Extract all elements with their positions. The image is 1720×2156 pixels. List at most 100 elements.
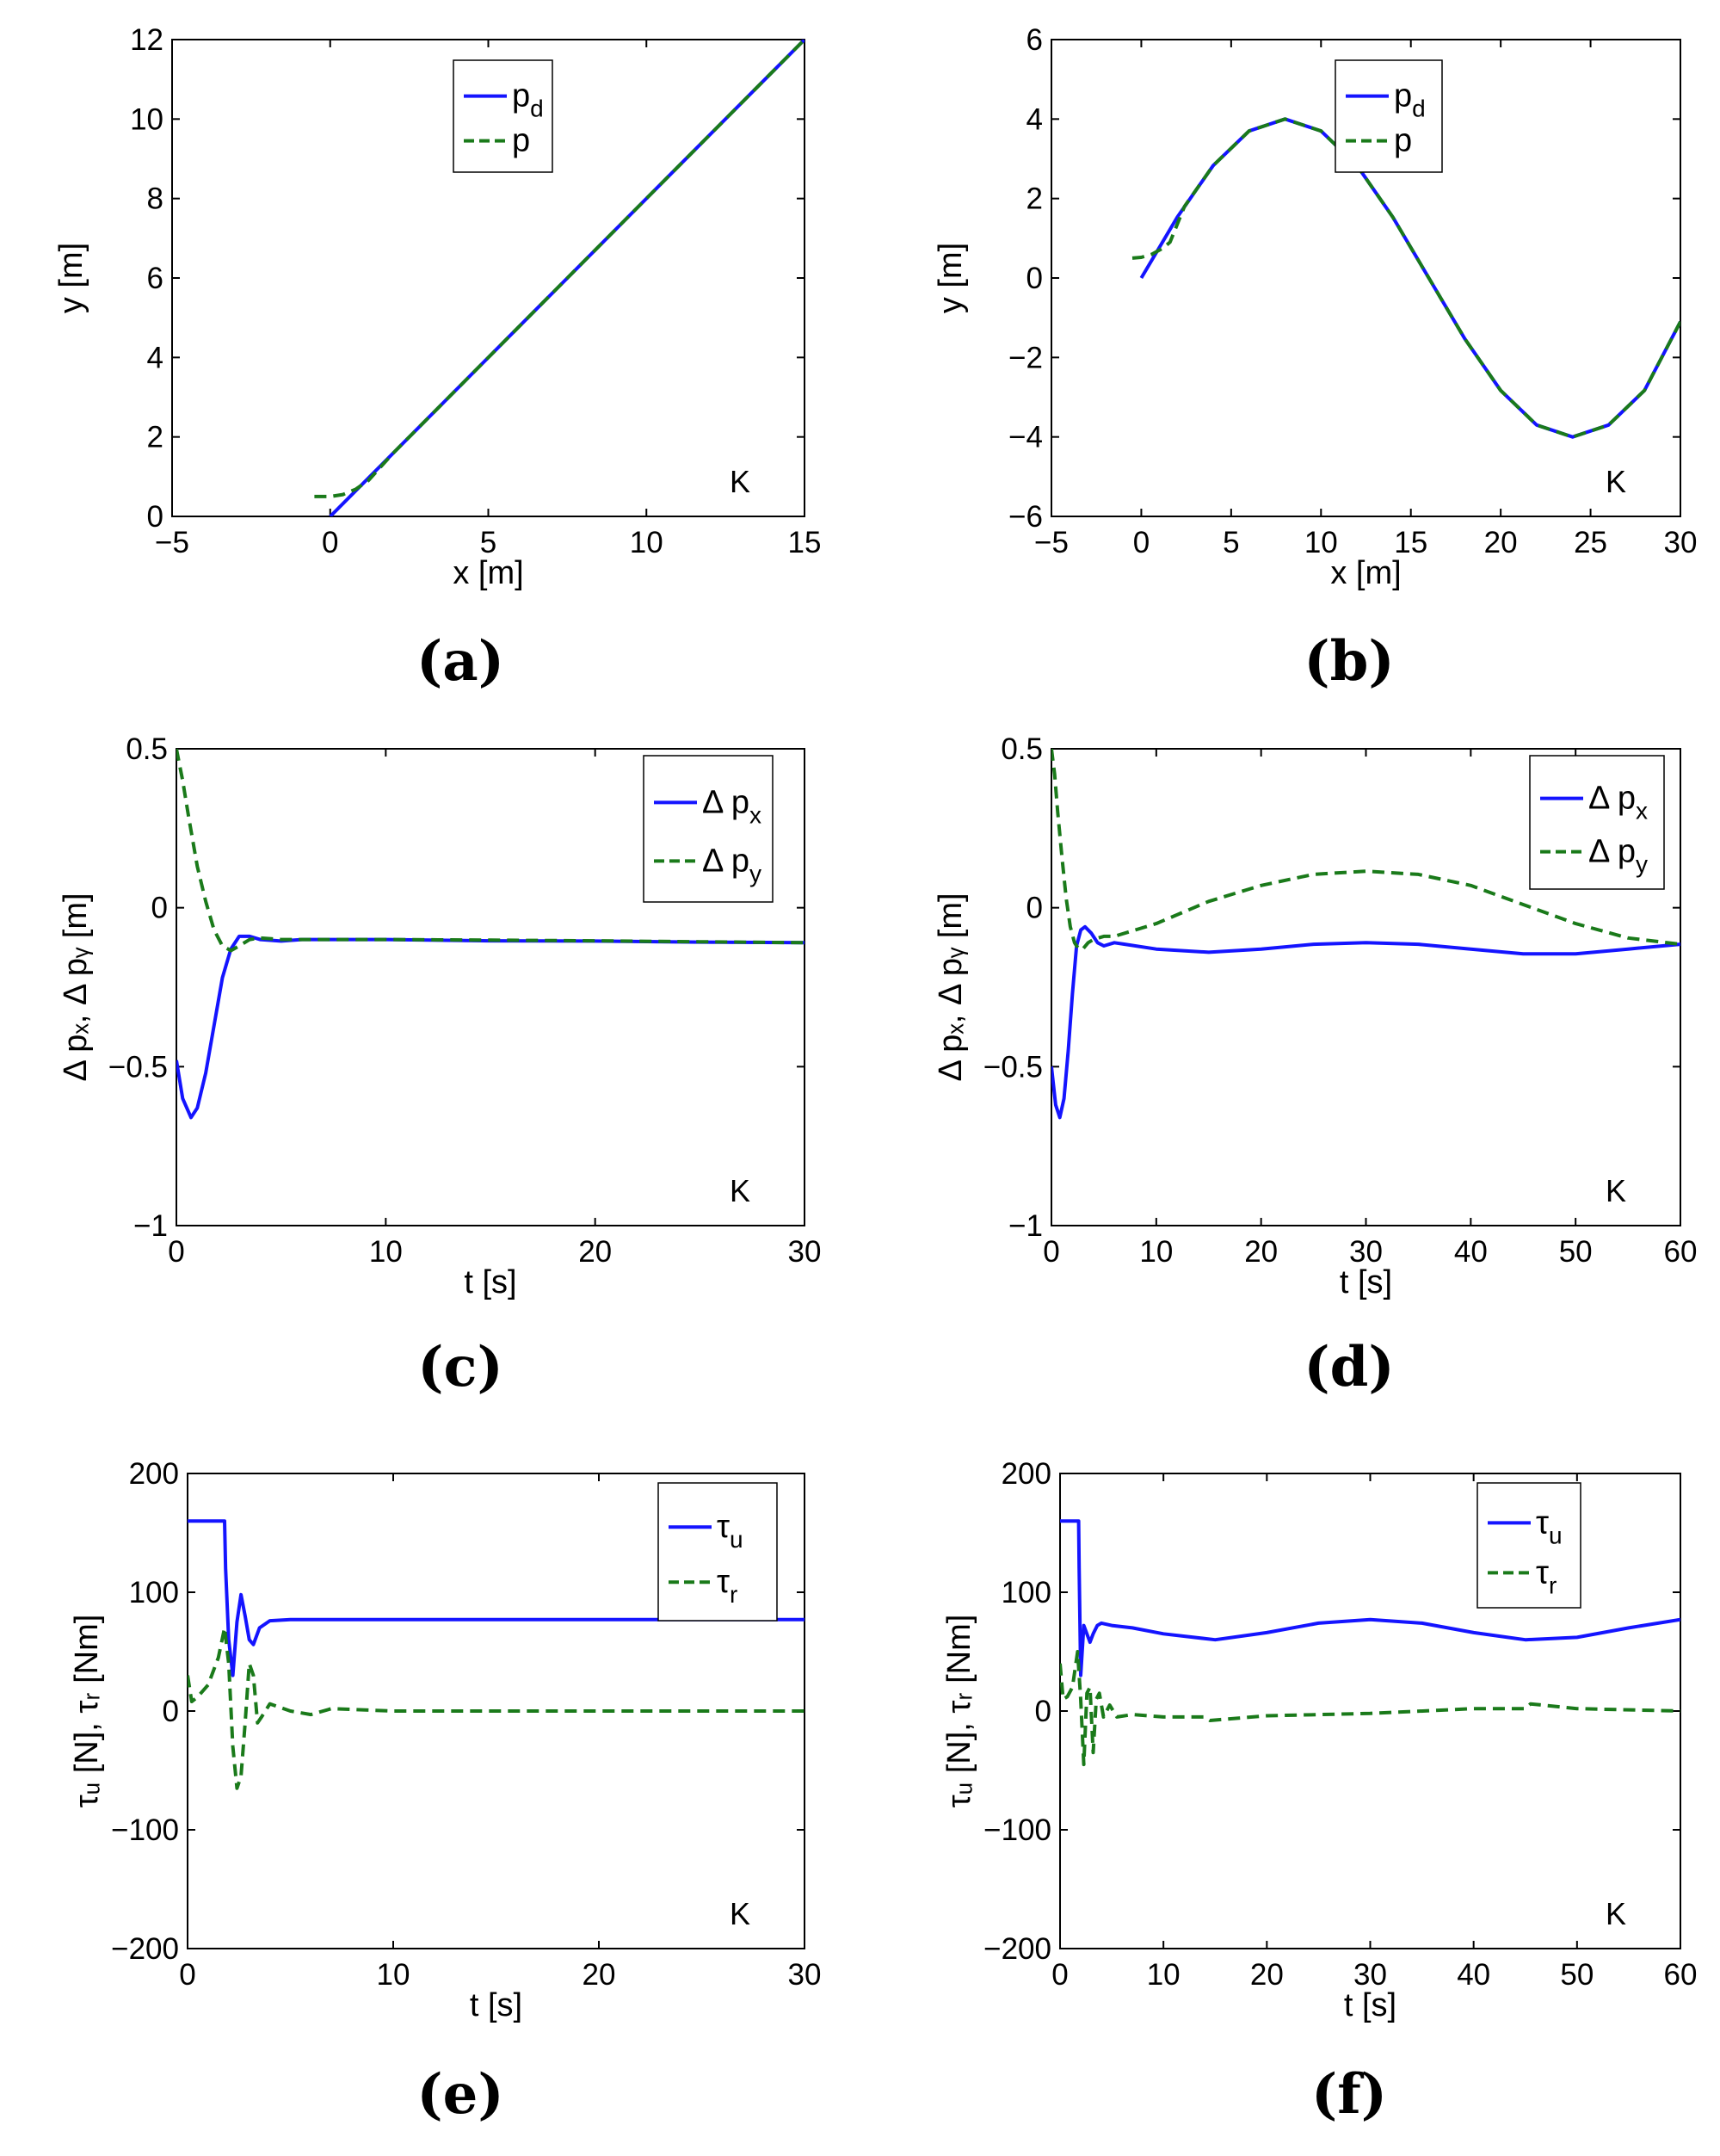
x-tick-label: 5: [1223, 526, 1239, 559]
legend-box: [657, 1482, 778, 1622]
series-line-solid: [188, 1519, 805, 1677]
x-tick-label: 60: [1664, 1958, 1698, 1992]
legend-box: [1529, 755, 1665, 890]
panel-label: (e): [416, 2062, 503, 2127]
x-tick-label: 0: [179, 1958, 195, 1992]
y-tick-label: 200: [1002, 1457, 1051, 1491]
y-tick-label: −1: [133, 1209, 168, 1243]
x-tick-label: 10: [1139, 1235, 1173, 1269]
y-axis-label: τᵤ [N], τᵣ [Nm]: [941, 1615, 977, 1808]
x-axis-label: x [m]: [1330, 555, 1401, 591]
y-tick-label: 100: [1002, 1576, 1051, 1609]
x-tick-label: 0: [1051, 1958, 1068, 1992]
y-tick-label: −0.5: [108, 1050, 168, 1084]
legend-box: [643, 755, 774, 903]
y-tick-label: −0.5: [983, 1050, 1043, 1084]
x-tick-label: 20: [1250, 1958, 1284, 1992]
x-tick-label: 0: [1043, 1235, 1059, 1269]
plot-area: [1059, 1473, 1681, 1949]
y-tick-label: −100: [111, 1813, 179, 1847]
panel-label: (d): [1304, 1335, 1394, 1399]
series-line-dashed: [1051, 749, 1680, 951]
y-tick-label: 2: [1026, 182, 1043, 216]
x-tick-label: 30: [1353, 1958, 1387, 1992]
legend-entry: p: [1394, 123, 1412, 159]
annotation-label: K: [730, 1896, 750, 1931]
legend-entry: p: [512, 123, 530, 159]
series-line-dashed: [1131, 117, 1680, 439]
x-tick-label: 5: [480, 526, 496, 559]
annotation-label: K: [730, 464, 750, 499]
panel-label: (f): [1311, 2062, 1387, 2127]
x-tick-label: 20: [1484, 526, 1518, 559]
x-tick-label: 30: [788, 1958, 822, 1992]
series-line-solid: [1051, 924, 1680, 1120]
legend: Δ pxΔ py: [1529, 755, 1665, 890]
x-tick-label: 60: [1664, 1235, 1698, 1269]
x-tick-label: 40: [1454, 1235, 1488, 1269]
x-tick-label: 15: [788, 526, 822, 559]
y-tick-label: 2: [147, 421, 163, 454]
chart-panel-d: 0 10 20 30 40 50 60 −1 −0.5 0 0.5 t [s] Δ pₓ, Δ pᵧ […: [933, 732, 1697, 1399]
x-tick-label: 20: [1244, 1235, 1278, 1269]
y-tick-label: −100: [983, 1813, 1051, 1847]
y-axis-label: y [m]: [933, 243, 969, 313]
y-tick-label: 6: [147, 262, 163, 295]
series-line-dashed: [1060, 1650, 1680, 1767]
y-tick-label: 0: [1026, 262, 1043, 295]
legend: pdp: [1335, 59, 1443, 173]
x-tick-label: 20: [578, 1235, 612, 1269]
x-tick-label: 0: [168, 1235, 184, 1269]
y-tick-label: −2: [1008, 341, 1043, 374]
x-tick-label: 10: [630, 526, 663, 559]
y-tick-label: 4: [147, 341, 163, 374]
x-tick-label: 50: [1560, 1958, 1594, 1992]
y-tick-label: −1: [1008, 1209, 1043, 1243]
panel-label: (c): [417, 1335, 503, 1399]
x-tick-label: 20: [583, 1958, 616, 1992]
x-tick-label: 10: [377, 1958, 410, 1992]
panel-label: (a): [416, 629, 504, 694]
y-tick-label: 0.5: [1001, 732, 1043, 766]
series-line-dashed: [314, 40, 805, 498]
x-tick-label: 30: [788, 1235, 822, 1269]
x-axis-label: x [m]: [453, 555, 523, 591]
y-tick-label: 0: [151, 892, 168, 925]
chart-panel-f: 0 10 20 30 40 50 60 −200 −100 0 100 200 t [s] τᵤ [N],…: [941, 1457, 1697, 2127]
y-tick-label: −6: [1008, 500, 1043, 534]
x-tick-label: 40: [1457, 1958, 1490, 1992]
x-axis-label: t [s]: [1340, 1264, 1392, 1300]
series-line-dashed: [176, 749, 805, 953]
y-axis-label: τᵤ [N], τᵣ [Nm]: [69, 1615, 105, 1808]
x-tick-label: −5: [1034, 526, 1069, 559]
annotation-label: K: [1606, 1896, 1626, 1931]
y-tick-label: 0: [163, 1695, 179, 1728]
legend: pdp: [453, 59, 553, 173]
y-tick-label: 0: [1035, 1695, 1051, 1728]
annotation-label: K: [1606, 1173, 1626, 1208]
y-tick-label: 4: [1026, 102, 1043, 136]
y-axis-label: Δ pₓ, Δ pᵧ [m]: [58, 893, 94, 1081]
y-tick-label: −200: [983, 1932, 1051, 1966]
legend: Δ pxΔ py: [643, 755, 774, 903]
x-tick-label: −5: [155, 526, 189, 559]
x-tick-label: 10: [1147, 1958, 1181, 1992]
x-tick-label: 10: [1304, 526, 1338, 559]
annotation-label: K: [1606, 464, 1626, 499]
annotation-label: K: [730, 1173, 750, 1208]
x-tick-label: 0: [322, 526, 338, 559]
y-axis-label: y [m]: [53, 243, 89, 313]
y-tick-label: −4: [1008, 421, 1043, 454]
x-tick-label: 25: [1574, 526, 1607, 559]
x-axis-label: t [s]: [1344, 1987, 1396, 2023]
y-tick-label: 0.5: [126, 732, 168, 766]
y-tick-label: 100: [129, 1576, 179, 1609]
chart-panel-e: 0 10 20 30 −200 −100 0 100 200 t [s] τᵤ [N], τᵣ [N…: [69, 1457, 821, 2127]
x-axis-label: t [s]: [464, 1264, 516, 1300]
y-axis-label: Δ pₓ, Δ pᵧ [m]: [933, 893, 969, 1081]
y-tick-label: 6: [1026, 23, 1043, 57]
x-tick-label: 30: [1349, 1235, 1383, 1269]
series-line-solid: [1060, 1519, 1680, 1677]
